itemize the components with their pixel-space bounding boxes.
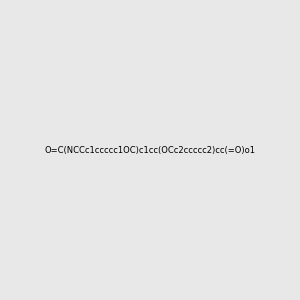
- Text: O=C(NCCc1ccccc1OC)c1cc(OCc2ccccc2)cc(=O)o1: O=C(NCCc1ccccc1OC)c1cc(OCc2ccccc2)cc(=O)…: [44, 146, 256, 154]
